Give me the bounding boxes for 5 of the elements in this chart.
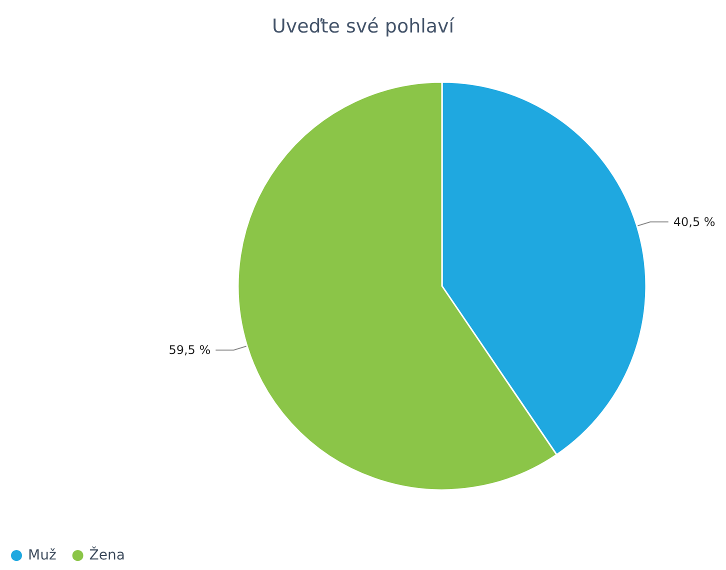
legend-label: Muž: [28, 548, 56, 564]
chart-title: Uveďte své pohlaví: [272, 16, 455, 38]
legend-label: Žena: [89, 546, 125, 564]
data-label: 40,5 %: [673, 214, 716, 229]
data-label: 59,5 %: [168, 343, 211, 358]
